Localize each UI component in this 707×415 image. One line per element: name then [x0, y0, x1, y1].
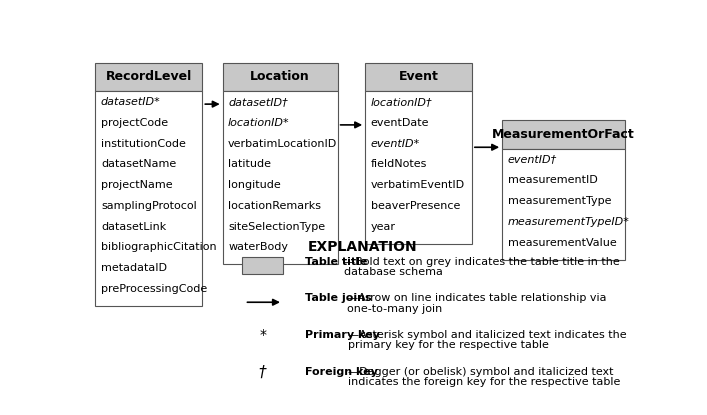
Text: one-to-many join: one-to-many join: [347, 304, 443, 314]
Text: metadataID: metadataID: [101, 263, 167, 273]
Text: indicates the foreign key for the respective table: indicates the foreign key for the respec…: [348, 377, 620, 387]
Text: Event: Event: [399, 71, 438, 83]
Text: fieldNotes: fieldNotes: [370, 159, 427, 169]
Text: datasetLink: datasetLink: [101, 222, 166, 232]
Text: waterBody: waterBody: [228, 242, 288, 252]
Text: longitude: longitude: [228, 180, 281, 190]
Text: Foreign key: Foreign key: [305, 367, 378, 377]
Text: datasetID*: datasetID*: [101, 97, 160, 107]
Text: Location: Location: [250, 71, 310, 83]
Bar: [365, 63, 472, 91]
Text: verbatimLocationID: verbatimLocationID: [228, 139, 337, 149]
Text: verbatimEventID: verbatimEventID: [370, 180, 464, 190]
Bar: [223, 91, 338, 264]
Text: locationID*: locationID*: [228, 118, 290, 128]
Text: MeasurementOrFact: MeasurementOrFact: [492, 128, 635, 141]
Text: locationID†: locationID†: [370, 97, 432, 107]
Text: measurementValue: measurementValue: [508, 238, 617, 248]
Text: projectName: projectName: [101, 180, 173, 190]
Bar: [223, 63, 338, 91]
Text: —Bold text on grey indicates the table title in the: —Bold text on grey indicates the table t…: [344, 256, 620, 267]
Text: preProcessingCode: preProcessingCode: [101, 284, 207, 294]
Text: —Arrow on line indicates table relationship via: —Arrow on line indicates table relations…: [347, 293, 607, 303]
Text: Table joins: Table joins: [305, 293, 371, 303]
Text: bibliographicCitation: bibliographicCitation: [101, 242, 216, 252]
Text: locationRemarks: locationRemarks: [228, 201, 321, 211]
Bar: [95, 63, 202, 91]
Text: datasetID†: datasetID†: [228, 97, 288, 107]
Text: EXPLANATION: EXPLANATION: [308, 240, 417, 254]
Text: Table title: Table title: [305, 256, 367, 267]
Text: database schema: database schema: [344, 267, 443, 277]
Text: primary key for the respective table: primary key for the respective table: [348, 340, 549, 350]
Text: latitude: latitude: [228, 159, 271, 169]
Text: year: year: [370, 222, 395, 232]
Bar: [502, 120, 626, 149]
Bar: [95, 91, 202, 306]
Text: RecordLevel: RecordLevel: [106, 71, 192, 83]
Text: eventDate: eventDate: [370, 118, 429, 128]
Text: siteSelectionType: siteSelectionType: [228, 222, 325, 232]
Text: eventID†: eventID†: [508, 155, 557, 165]
Bar: [502, 149, 626, 260]
Text: *: *: [259, 328, 266, 342]
Text: institutionCode: institutionCode: [101, 139, 186, 149]
Text: measurementTypeID*: measurementTypeID*: [508, 217, 629, 227]
Text: beaverPresence: beaverPresence: [370, 201, 460, 211]
Text: measurementID: measurementID: [508, 176, 597, 186]
Bar: [242, 257, 283, 274]
Text: samplingProtocol: samplingProtocol: [101, 201, 197, 211]
Text: †: †: [259, 364, 267, 379]
Text: eventID*: eventID*: [370, 139, 420, 149]
Text: Primary key: Primary key: [305, 330, 380, 340]
Text: datasetName: datasetName: [101, 159, 176, 169]
Text: measurementType: measurementType: [508, 196, 611, 206]
Text: —Asterisk symbol and italicized text indicates the: —Asterisk symbol and italicized text ind…: [348, 330, 626, 340]
Text: —Dagger (or obelisk) symbol and italicized text: —Dagger (or obelisk) symbol and italiciz…: [348, 367, 613, 377]
Bar: [365, 91, 472, 244]
Text: projectCode: projectCode: [101, 118, 168, 128]
